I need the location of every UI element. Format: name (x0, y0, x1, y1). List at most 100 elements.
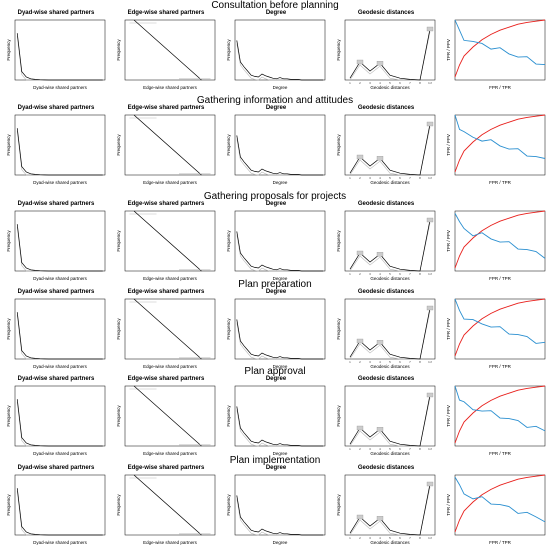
roc-plot: TPR / PPV FPR / TPR (446, 474, 546, 545)
observed-line (133, 298, 202, 360)
simulated-box (356, 250, 364, 256)
x-axis-label: Dyad-wise shared partners (33, 276, 88, 281)
plot-frame (454, 474, 546, 536)
x-tick-label: 3 (369, 360, 371, 364)
x-tick-label: 8 (419, 447, 421, 451)
simulated-box (376, 516, 384, 521)
degree-panel: Degree Frequency Degree (223, 289, 329, 371)
y-axis-label: Frequency (6, 230, 11, 252)
simulated-box (356, 514, 364, 520)
degree-plot: Frequency Degree (226, 210, 326, 281)
simulated-box (426, 305, 434, 311)
x-axis-label: Dyad-wise shared partners (33, 540, 88, 545)
simulated-band (236, 498, 324, 536)
plot-frame (454, 298, 546, 360)
simulated-band (349, 397, 431, 447)
x-tick-label: 6 (399, 81, 401, 85)
roc-panel: TPR / PPV FPR / TPR (443, 465, 549, 547)
simulated-band (16, 36, 103, 81)
degree-panel-title: Degree (265, 376, 287, 382)
plot-frame (234, 114, 326, 176)
x-tick-label: 3 (369, 536, 371, 540)
geodesic-plot: Frequency Geodesic distances 1 2 3 4 5 6 7 8 Inf (336, 19, 436, 90)
simulated-band (16, 227, 103, 272)
x-tick-label: 7 (409, 536, 411, 540)
simulated-band (16, 491, 103, 536)
simulated-band (349, 310, 431, 360)
plot-frame (454, 19, 546, 81)
x-tick-label: 7 (409, 272, 411, 276)
y-axis-label: Frequency (336, 134, 341, 156)
x-tick-label: 2 (359, 360, 361, 364)
ppv-series-line (454, 114, 546, 159)
geodesic-panel: Geodesic distances Frequency Geodesic dist… (333, 289, 439, 371)
observed-line (16, 488, 103, 536)
x-axis-label: FPR / TPR (489, 180, 511, 185)
roc-panel: TPR / PPV FPR / TPR (443, 105, 549, 187)
y-axis-label: TPR / PPV (446, 405, 451, 427)
plot-frame (454, 210, 546, 272)
y-axis-label: TPR / PPV (446, 230, 451, 252)
geodesic-plot: Frequency Geodesic distances 1 2 3 4 5 6 7 8 Inf (336, 114, 436, 185)
plot-frame (234, 298, 326, 360)
degree-plot: Frequency Degree (226, 385, 326, 456)
observed-line (133, 385, 202, 447)
x-axis-label: Geodesic distances (370, 451, 410, 456)
plot-frame (234, 210, 326, 272)
plot-frame (124, 19, 216, 81)
dyad-panel-title: Dyad-wise shared partners (17, 376, 95, 382)
simulated-band (349, 31, 431, 81)
edge-plot: Frequency Edge-wise shared partners (116, 210, 216, 281)
observed-line (236, 231, 324, 272)
plot-frame (14, 298, 106, 360)
edge-panel: Edge-wise shared partners Frequency Edge-w… (113, 289, 219, 371)
degree-panel-title: Degree (265, 289, 287, 295)
plot-frame (14, 210, 106, 272)
x-axis-label: Dyad-wise shared partners (33, 364, 88, 369)
x-tick-label: Inf (428, 176, 432, 180)
dyad-panel-title: Dyad-wise shared partners (17, 465, 95, 471)
roc-plot: TPR / PPV FPR / TPR (446, 298, 546, 369)
ppv-series-line (454, 19, 546, 66)
y-axis-label: Frequency (226, 405, 231, 427)
edge-plot: Frequency Edge-wise shared partners (116, 19, 216, 90)
x-tick-label: Inf (428, 447, 432, 451)
row-title: Consultation before planning (211, 0, 339, 11)
y-axis-label: Frequency (116, 230, 121, 252)
y-axis-label: Frequency (226, 39, 231, 61)
y-axis-label: Frequency (116, 318, 121, 340)
observed-line (236, 40, 324, 81)
simulated-box (426, 26, 434, 32)
y-axis-label: TPR / PPV (446, 318, 451, 340)
simulated-box (356, 338, 364, 344)
x-tick-label: 2 (359, 176, 361, 180)
dyad-plot: Frequency Dyad-wise shared partners (6, 385, 106, 456)
x-axis-label: Geodesic distances (370, 276, 410, 281)
tpr-series-line (454, 114, 546, 173)
plot-frame (344, 298, 436, 360)
y-axis-label: Frequency (6, 405, 11, 427)
observed-line (236, 406, 324, 447)
y-axis-label: Frequency (226, 134, 231, 156)
x-tick-label: 4 (379, 81, 381, 85)
dyad-plot: Frequency Dyad-wise shared partners (6, 114, 106, 185)
observed-line (16, 33, 103, 81)
degree-plot: Frequency Degree (226, 474, 326, 545)
x-tick-label: 4 (379, 176, 381, 180)
row-title: Plan preparation (238, 279, 312, 290)
observed-line (349, 307, 431, 360)
edge-plot: Frequency Edge-wise shared partners (116, 385, 216, 456)
geodesic-panel-title: Geodesic distances (357, 289, 415, 295)
plot-frame (124, 210, 216, 272)
x-axis-label: Dyad-wise shared partners (33, 180, 88, 185)
geodesic-panel-title: Geodesic distances (357, 465, 415, 471)
degree-plot: Frequency Degree (226, 298, 326, 369)
simulated-box (376, 61, 384, 66)
x-axis-label: Degree (273, 540, 288, 545)
edge-plot: Frequency Edge-wise shared partners (116, 114, 216, 185)
row-title: Gathering proposals for projects (203, 191, 347, 202)
x-axis-label: Degree (273, 276, 288, 281)
dyad-plot: Frequency Dyad-wise shared partners (6, 210, 106, 281)
x-axis-label: Degree (273, 85, 288, 90)
dyad-plot: Frequency Dyad-wise shared partners (6, 19, 106, 90)
